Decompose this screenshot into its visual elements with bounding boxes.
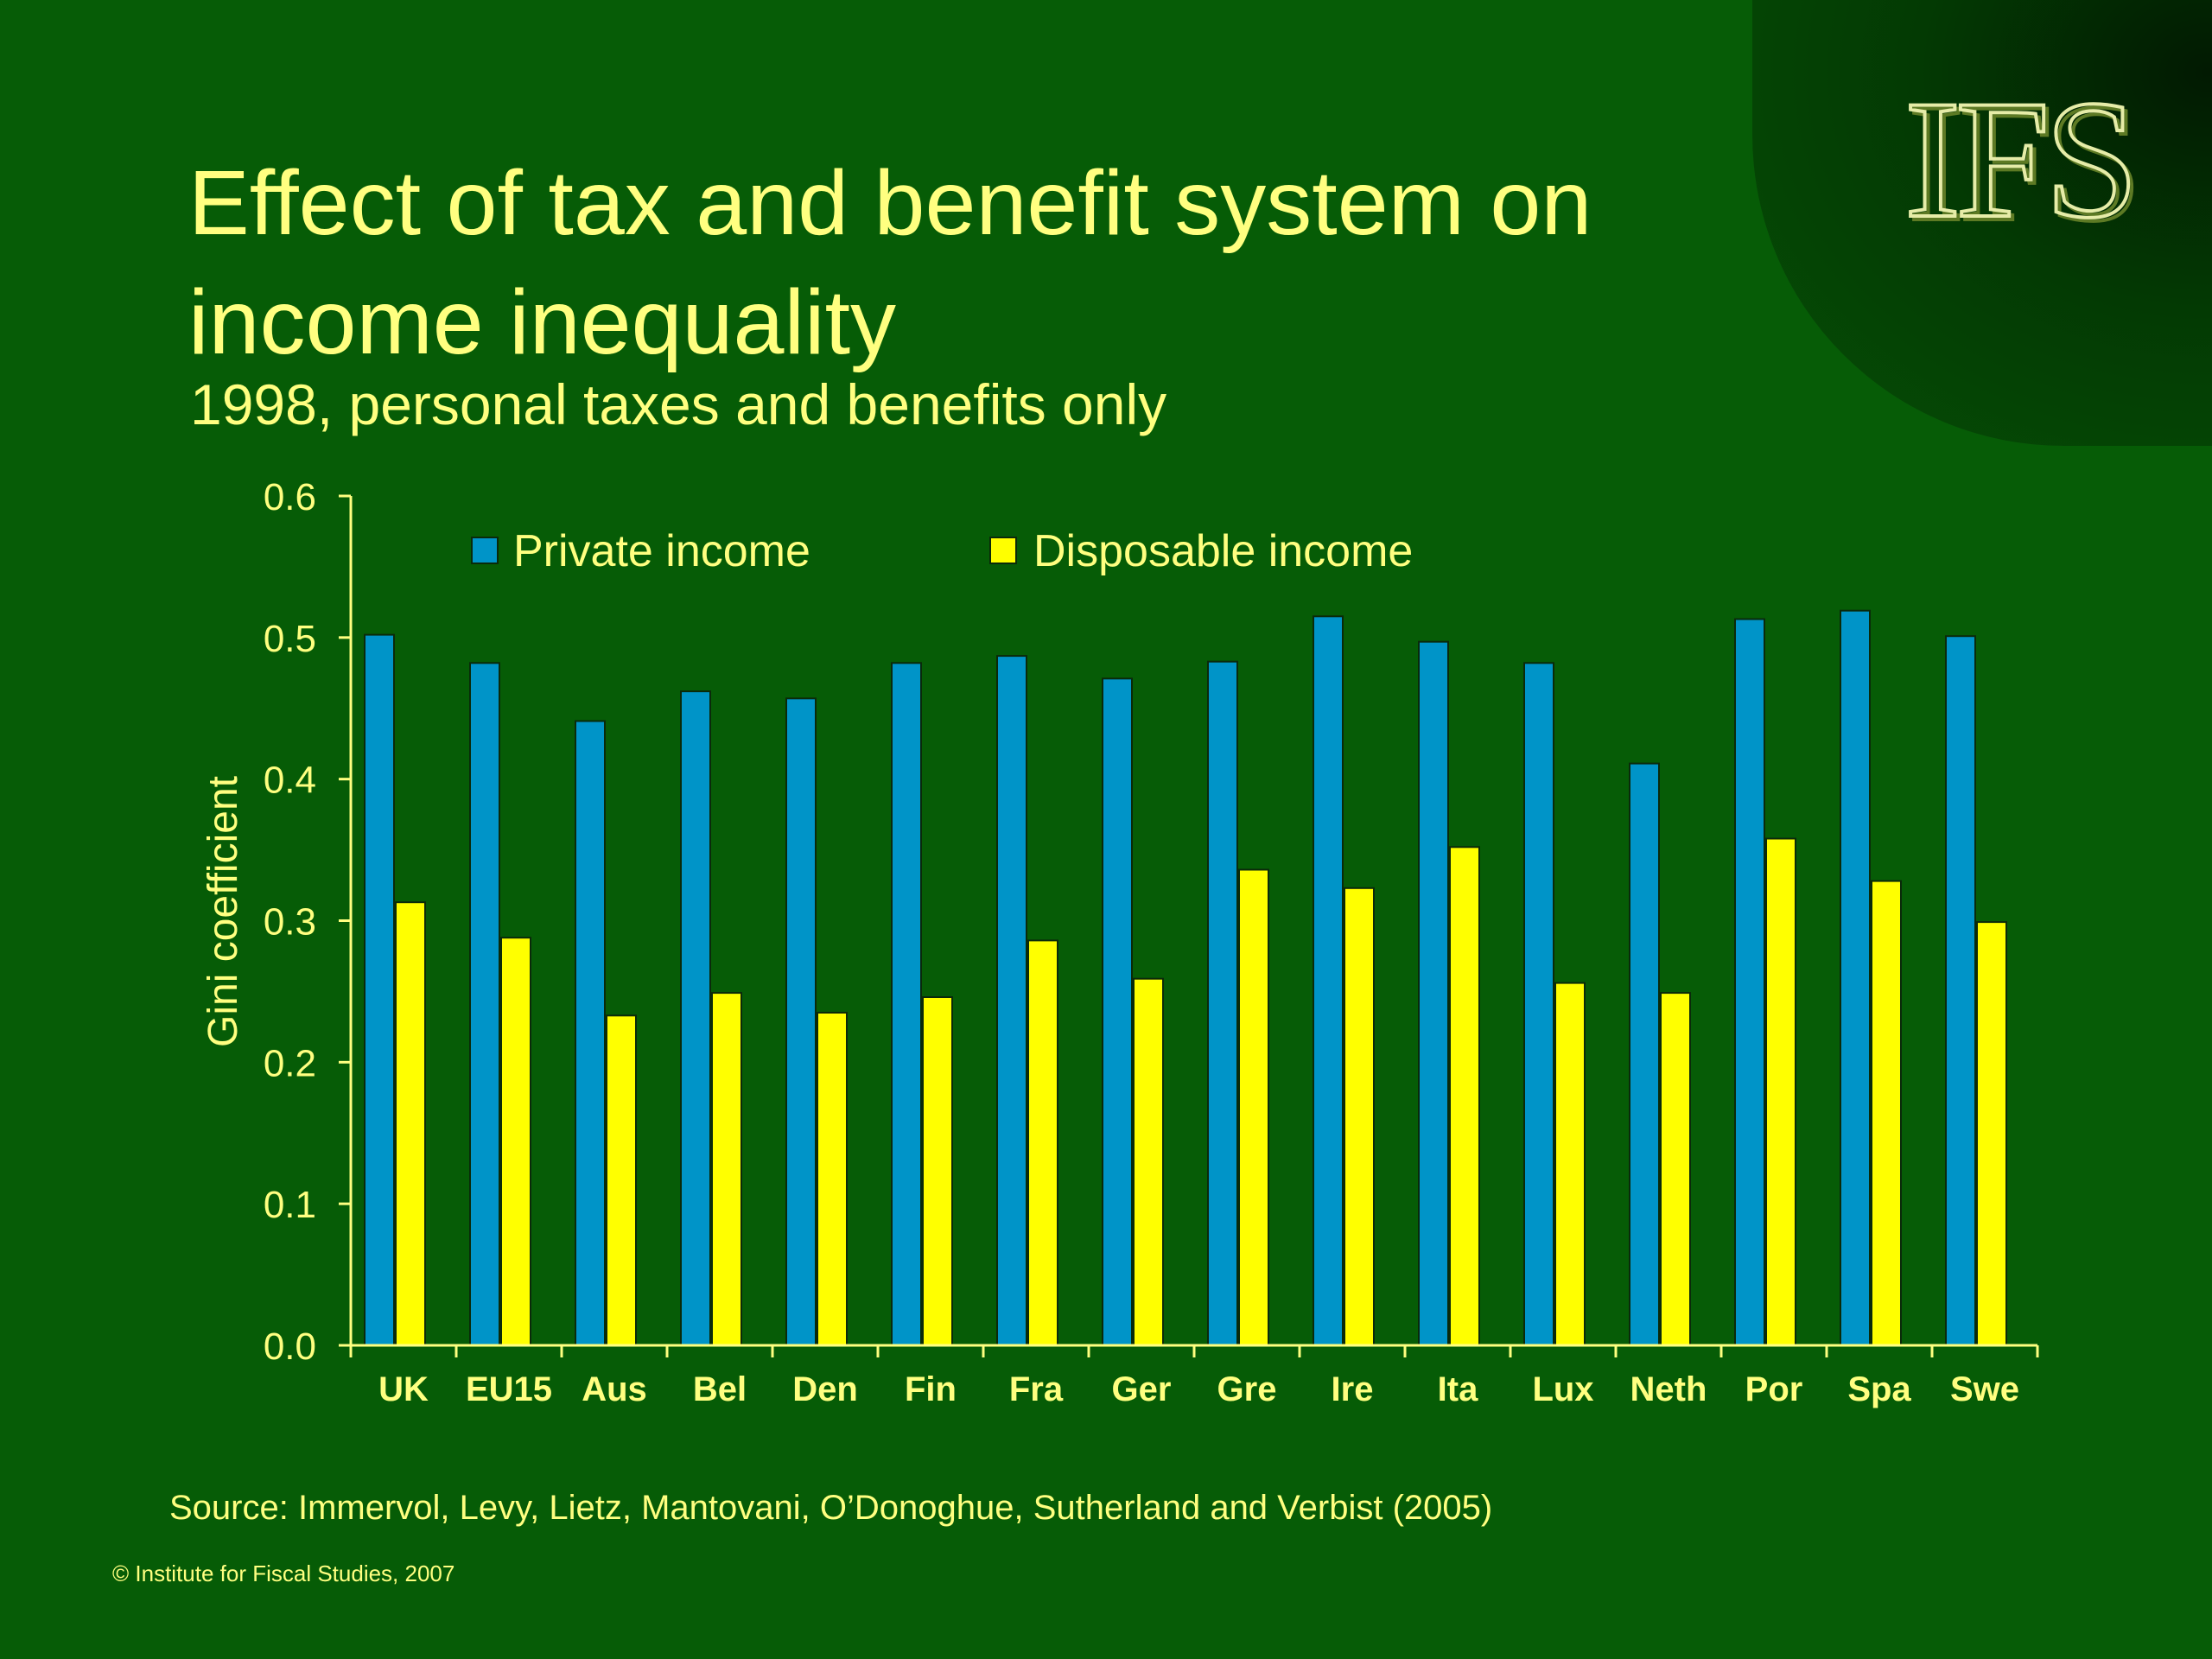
x-tick-label-fin: Fin [905,1370,957,1408]
y-tick-label: 0.0 [264,1325,316,1368]
slide-title: Effect of tax and benefit system on inco… [188,152,1592,373]
y-tick-label: 0.4 [264,760,316,802]
bar-disposable-income-fra [1027,939,1058,1347]
bar-private-income-swe [1945,635,1976,1346]
x-tick-label-neth: Neth [1630,1370,1707,1408]
bar-disposable-income-lux [1554,982,1586,1346]
x-tick-label-bel: Bel [693,1370,747,1408]
x-tick-label-eu15: EU15 [466,1370,552,1408]
legend-label-private-income: Private income [513,526,810,576]
bar-private-income-ita [1418,640,1449,1346]
bar-private-income-ger [1102,677,1133,1346]
ifs-logo-text: IFS [1904,76,2133,232]
y-tick-label: 0.6 [264,476,316,518]
bar-private-income-spa [1840,609,1871,1346]
bar-disposable-income-neth [1660,992,1691,1346]
bar-disposable-income-por [1765,837,1796,1346]
legend-swatch-private-income [471,537,499,564]
ifs-logo: IFS IFS [1903,76,2134,232]
bar-disposable-income-gre [1238,868,1269,1346]
y-tick-label: 0.5 [264,618,316,660]
bar-private-income-ire [1313,615,1344,1346]
y-tick-label: 0.2 [264,1042,316,1084]
bar-disposable-income-spa [1871,880,1902,1346]
x-tick-label-swe: Swe [1950,1370,2019,1408]
y-tick-label: 0.1 [264,1184,316,1226]
x-tick-label-ger: Ger [1112,1370,1172,1408]
x-tick-label-uk: UK [378,1370,429,1408]
bar-private-income-lux [1523,662,1554,1346]
y-ticks-group: 0.0 0.1 0.2 0.3 0.4 0.5 0.6 [264,476,351,1368]
bar-private-income-eu15 [469,662,500,1346]
x-labels-group: UK EU15 Aus Bel Den Fin Fra Ger Gre Ire Ita Lux Neth… [378,1370,2019,1408]
source-note: Source: Immervol, Levy, Lietz, Mantovani… [169,1489,1493,1527]
slide-subtitle: 1998, personal taxes and benefits only [190,372,1167,436]
bar-disposable-income-uk [395,901,426,1346]
x-tick-label-fra: Fra [1009,1370,1064,1408]
y-axis-title: Gini coefficient [200,776,246,1047]
x-tick-label-ire: Ire [1332,1370,1374,1408]
bar-private-income-fin [891,662,922,1346]
y-tick-label: 0.3 [264,901,316,944]
legend: Private income Disposable income [471,526,1413,576]
copyright-note: © Institute for Fiscal Studies, 2007 [112,1560,455,1586]
bar-disposable-income-ger [1133,977,1164,1346]
bar-private-income-den [785,697,817,1346]
x-tick-label-gre: Gre [1217,1370,1277,1408]
bar-disposable-income-fin [922,996,953,1346]
bar-private-income-bel [680,690,711,1346]
x-tick-label-ita: Ita [1438,1370,1478,1408]
bar-disposable-income-ire [1344,887,1375,1347]
bar-private-income-fra [996,655,1027,1346]
bar-private-income-por [1734,618,1765,1346]
ifs-logo-shadow: IFS [1908,76,2134,232]
bar-disposable-income-den [817,1012,848,1346]
legend-swatch-disposable-income [989,537,1017,564]
x-tick-label-spa: Spa [1847,1370,1911,1408]
bars-group [364,609,2007,1347]
bar-private-income-neth [1629,762,1660,1346]
bar-disposable-income-eu15 [500,937,531,1346]
x-tick-label-den: Den [792,1370,858,1408]
x-tick-label-aus: Aus [582,1370,647,1408]
bar-disposable-income-ita [1449,846,1480,1346]
legend-label-disposable-income: Disposable income [1033,526,1413,576]
bar-disposable-income-swe [1976,921,2007,1346]
x-tick-label-por: Por [1745,1370,1803,1408]
bar-private-income-gre [1207,660,1238,1346]
bar-disposable-income-bel [711,992,742,1346]
x-tick-label-lux: Lux [1532,1370,1593,1408]
bar-private-income-aus [575,720,606,1346]
bar-disposable-income-aus [606,1014,637,1347]
bar-private-income-uk [364,633,395,1346]
